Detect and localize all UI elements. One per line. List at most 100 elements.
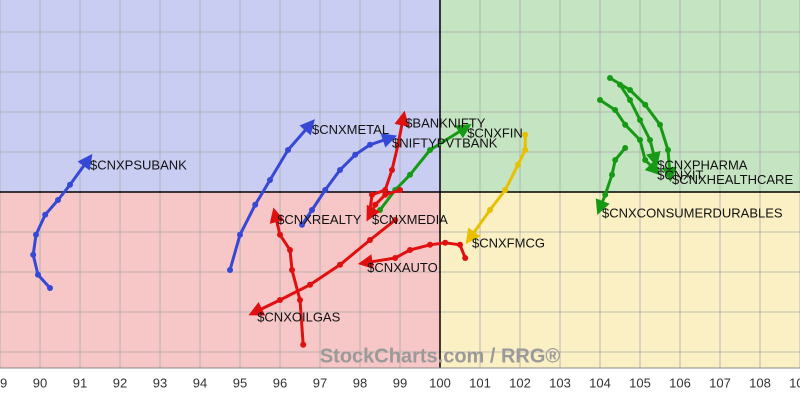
trail [31,153,93,290]
trail [366,188,402,222]
trail-point [307,281,313,288]
x-tick-label: 95 [233,375,247,390]
grid [0,0,800,369]
series-label: $CNXAUTO [367,260,438,275]
x-tick-label: 98 [353,375,367,390]
x-tick-label: 104 [589,375,611,390]
trail-point [382,191,389,198]
trail-point [642,101,649,108]
trail-point [637,137,643,143]
trail-point [285,147,291,153]
trail [608,76,677,183]
trail-point [337,167,343,173]
trail-point [515,161,521,168]
x-tick-label: 93 [153,375,167,390]
trail-point [427,147,433,153]
trail-point [442,239,449,246]
trail-point [522,131,529,138]
trail-point [392,217,399,223]
trail-point [627,97,633,103]
trail-point [407,247,413,253]
series-label: $CNXREALTY [277,212,362,227]
trail-point [502,187,509,193]
trail-point [617,81,623,88]
x-tick-label: 92 [113,375,127,390]
x-tick-label: 96 [273,375,287,390]
series-label: $CNXPSUBANK [90,157,187,172]
trails [30,75,677,348]
trail-point [367,141,373,148]
trail-point [612,157,619,163]
series-label: $CNXHEALTHCARE [672,172,793,187]
trail-point [609,171,615,178]
x-tick-label: 109 [789,375,800,390]
x-tick-label: 91 [73,375,87,390]
trail-point [322,187,329,193]
x-tick-label: 105 [629,375,651,390]
x-tick-label: 89 [0,375,7,390]
x-tick-label: 101 [469,375,491,390]
trail-point [297,297,303,303]
trail-point [462,255,469,261]
series-label: $CNXFMCG [472,235,545,250]
trail-point [67,181,73,188]
trail-point [267,177,273,183]
trail-point [637,117,643,123]
trail-point [457,241,463,248]
x-tick-label: 103 [549,375,571,390]
series-label: $CNXCONSUMERDURABLES [602,205,783,220]
series-label: $CNXMETAL [312,122,389,137]
trail-point [227,267,233,273]
trail-point [299,221,305,228]
trail-point [277,297,283,303]
trail-point [309,207,315,213]
trail-point [42,211,49,218]
trail-point [607,75,613,81]
series-label: $CNXOILGAS [257,309,340,324]
series-label: $CNXPHARMA [657,157,748,172]
trail-point [372,201,379,208]
quadrant-bottom-right [440,192,800,368]
trail-point [382,187,389,193]
trail-point [597,97,603,103]
x-tick-label: 100 [429,375,451,390]
trail-point [35,271,41,278]
trail-point [642,157,649,163]
series-label: $NIFTYPVTBANK [392,135,498,150]
trail [248,218,397,316]
x-tick-label: 102 [509,375,531,390]
trail-point [622,121,629,128]
series-label: $BANKNIFTY [405,115,486,130]
labels: 89 90 91 92 93 94 95 96 97 98 99 100 101 102 103 104 105… [0,115,800,390]
trail-point [657,121,663,128]
trail-point [237,231,243,238]
trail-point [389,167,395,173]
x-tick-label: 99 [393,375,407,390]
trail-point [612,107,619,113]
trail-point [665,147,671,153]
x-tick-label: 107 [709,375,731,390]
x-tick-label: 94 [193,375,207,390]
x-tick-label: 106 [669,375,691,390]
series-label: $CNXFIN [467,125,523,140]
trail-point [289,267,295,273]
x-tick-label: 108 [749,375,771,390]
trail-point [392,255,399,261]
trail-point [627,87,633,93]
trail [269,207,305,347]
trail [228,119,315,272]
trail-point [427,241,433,248]
trail-point [622,145,629,151]
trail-point [337,261,343,268]
trail-point [55,197,61,203]
trail-point [47,285,53,291]
trail-point [252,201,259,208]
trail-point [369,191,375,198]
series-label: $CNXIT [657,167,703,182]
quadrant-top-left [0,0,440,192]
trail-point [30,251,37,258]
trail-point [300,341,307,348]
trail-point [407,171,413,178]
